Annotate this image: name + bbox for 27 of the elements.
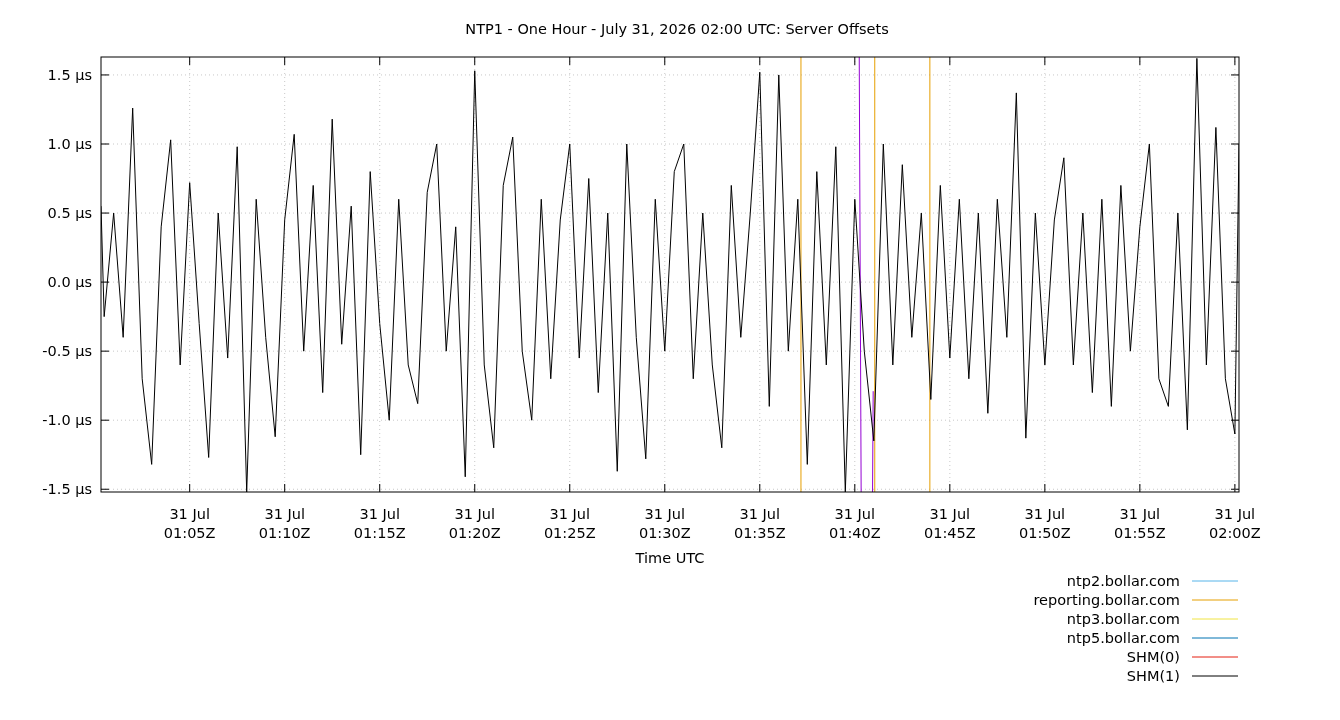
x-tick-label: 31 Jul 01:40Z: [828, 506, 881, 541]
x-tick-label: 31 Jul 01:15Z: [353, 506, 406, 541]
y-tick-label: -0.5 µs: [42, 343, 92, 360]
legend-label: ntp3.bollar.com: [1066, 611, 1180, 628]
y-tick-label: 0.0 µs: [47, 274, 92, 291]
y-tick-label: 1.5 µs: [47, 67, 92, 84]
x-tick-label: 31 Jul 01:45Z: [923, 506, 976, 541]
x-tick-label: 31 Jul 01:10Z: [258, 506, 311, 541]
y-tick-label: 0.5 µs: [47, 205, 92, 222]
legend-label: reporting.bollar.com: [1033, 592, 1180, 609]
legend-label: SHM(0): [1126, 649, 1180, 666]
x-tick-label: 31 Jul 01:50Z: [1018, 506, 1071, 541]
y-tick-label: -1.0 µs: [42, 412, 92, 429]
x-tick-label: 31 Jul 02:00Z: [1209, 506, 1261, 541]
x-axis-title: Time UTC: [634, 550, 705, 566]
x-tick-label: 31 Jul 01:05Z: [163, 506, 216, 541]
chart-title: NTP1 - One Hour - July 31, 2026 02:00 UTC: Server Offsets: [465, 21, 889, 37]
x-tick-label: 31 Jul 01:25Z: [543, 506, 596, 541]
y-tick-label: 1.0 µs: [47, 136, 92, 153]
x-tick-label: 31 Jul 01:30Z: [638, 506, 691, 541]
legend-label: ntp5.bollar.com: [1066, 630, 1180, 647]
x-tick-label: 31 Jul 01:35Z: [733, 506, 786, 541]
legend-label: ntp2.bollar.com: [1066, 573, 1180, 590]
y-tick-label: -1.5 µs: [42, 481, 92, 498]
x-tick-label: 31 Jul 01:20Z: [448, 506, 501, 541]
x-tick-label: 31 Jul 01:55Z: [1114, 506, 1166, 541]
legend-label: SHM(1): [1126, 668, 1180, 685]
